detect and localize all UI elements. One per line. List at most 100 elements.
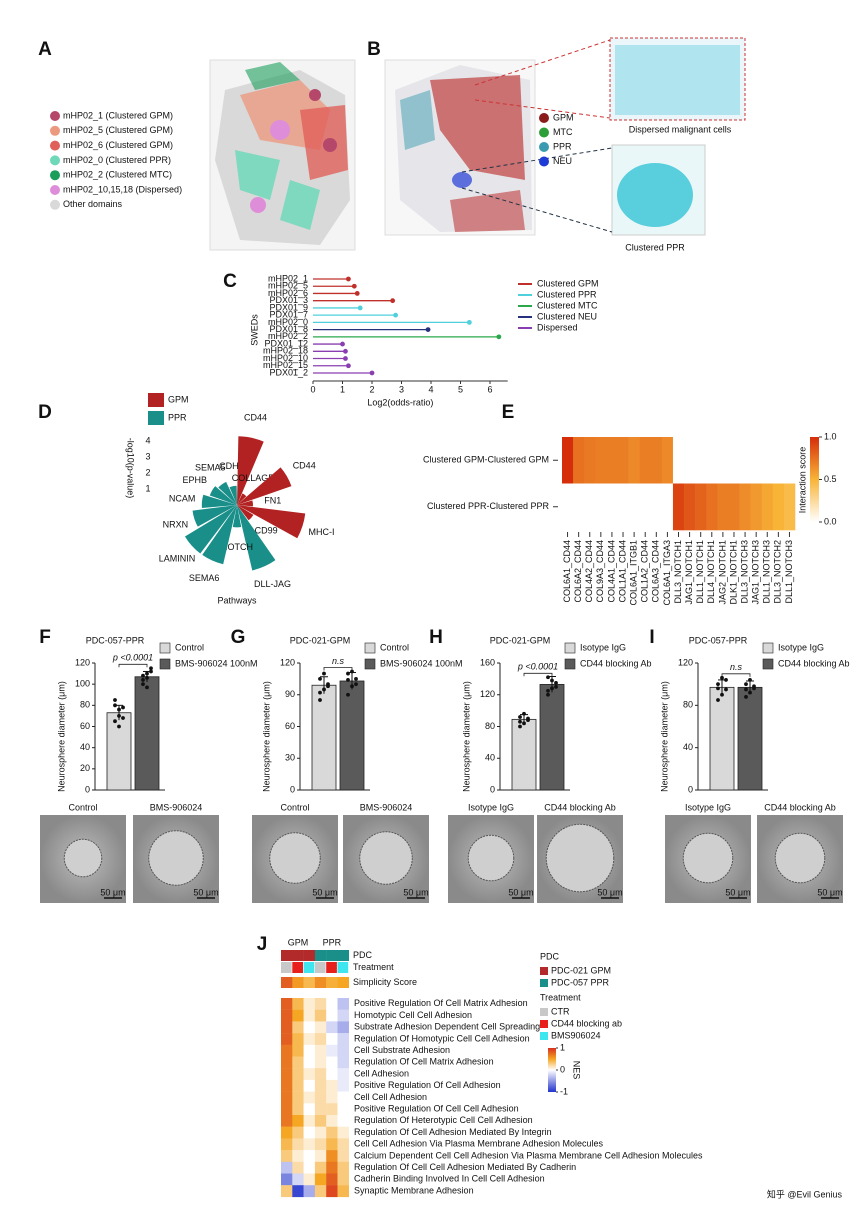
legend-label: CTR [551,1006,570,1016]
heatmap-cell [337,1185,349,1198]
x-tick-label: 0 [310,384,315,394]
heatmap-cell [303,1103,316,1116]
y-tick-label: 4 [145,435,150,445]
lollipop-dot [346,276,351,282]
row-label: Positive Regulation Of Cell Matrix Adhes… [354,998,528,1008]
panel-label: G [231,627,246,648]
heatmap-cell [292,1161,304,1174]
heatmap-cell [314,1056,327,1069]
significance-label: n.s [730,662,743,672]
pathway-label: COLLAGEN [232,473,281,483]
heatmap-cell [337,1115,349,1127]
row-label: Regulation Of Cell Matrix Adhesion [354,1057,494,1067]
x-tick-label: 2 [369,384,374,394]
heatmap-cell [337,1009,349,1022]
legend-label: PDC-057 PPR [551,977,610,987]
heatmap-cell [606,483,618,531]
heatmap-cell [314,998,327,1010]
heatmap-cell [326,1021,338,1034]
data-point [518,724,522,729]
col-label: DLL1_NOTCH1 [695,540,705,604]
data-point [748,690,752,695]
heatmap-cell [314,1033,327,1045]
data-point [318,698,322,702]
heatmap-cell [562,483,574,531]
heatmap-cell [281,1044,293,1057]
treatment-cell [303,962,315,973]
colorbar-tick-label: 0.5 [824,474,837,484]
col-label: DLL1_NOTCH3 [762,540,772,604]
y-axis-label: -log10(p-value) [126,438,136,499]
heatmap-cell [337,1126,349,1139]
col-label: COL4A1_CD44 [606,540,616,603]
legend-swatch [539,127,549,138]
row-label: Calcium Dependent Cell Cell Adhesion Via… [354,1150,703,1160]
heatmap-cell [292,1103,304,1116]
data-point [141,673,145,678]
legend-label: MTC [553,127,573,137]
heatmap-cell [314,1021,327,1034]
col-label: DLL4_NOTCH1 [706,540,716,604]
colorbar-tick-label: 1.0 [824,431,837,441]
panel-label: B [367,39,381,60]
heatmap-cell [739,437,751,484]
heatmap-cell [292,1009,304,1022]
heatmap-cell [314,1079,327,1092]
legend-swatch [762,658,774,670]
bar [311,684,337,791]
neurosphere [63,838,103,878]
image-caption: BMS-906024 [150,802,203,812]
data-point [117,707,121,712]
heatmap-cell [303,1126,316,1139]
heatmap-cell [326,1126,338,1139]
radial-bar [237,505,276,571]
x-tick-label: 4 [428,384,433,394]
row-label: Cadherin Binding Involved In Cell Cell A… [354,1174,545,1184]
legend-swatch [540,1008,548,1016]
col-label: COL6A1_ITGB1 [628,540,638,606]
y-tick-label: 120 [678,657,693,667]
heatmap-cell [303,1173,316,1186]
heatmap-cell [695,437,707,484]
y-tick-label: mHP02_5 [268,281,308,291]
data-point [518,715,522,719]
radial-bar [237,467,292,505]
tissue-map-b [384,37,746,236]
data-point [546,692,550,697]
heatmap-cell [326,1185,338,1198]
lollipop-dot [343,348,348,354]
radial-bar [202,505,237,565]
heatmap-cell [314,1009,327,1022]
legend-label: PPR [168,412,187,422]
lollipop-dot [393,312,398,318]
significance-bracket [523,672,553,677]
bar [339,680,365,791]
heatmap-cell [326,1173,338,1186]
heatmap-cell [292,1126,304,1139]
col-label: COL4A2_CD44 [584,540,594,603]
data-point [518,719,522,724]
heatmap-cell [326,1103,338,1116]
panel-label: H [429,627,443,648]
y-tick-label: 40 [683,742,693,752]
row-label: Regulation Of Heterotypic Cell Cell Adhe… [354,1115,533,1125]
col-label: DLL3_NOTCH3 [739,540,749,604]
col-label: COL6A1_ITGA3 [662,540,672,606]
radial-bar [237,493,247,505]
legend-label: mHP02_2 (Clustered MTC) [63,170,172,180]
heatmap-cell [628,483,640,531]
data-point [141,682,145,687]
row-label: Homotypic Cell Cell Adhesion [354,1010,472,1020]
col-label: DLL3_NOTCH2 [773,540,783,604]
legend-label: Dispersed [537,322,578,332]
heatmap-cell [672,437,685,484]
row-label: Regulation Of Cell Adhesion Mediated By … [354,1127,552,1137]
legend-swatch [540,1032,548,1040]
legend-label: Isotype IgG [778,642,824,652]
data-point [354,682,358,687]
simplicity-cell [337,977,349,988]
col-label: COL6A2_CD44 [573,540,583,603]
heatmap-cell [337,1103,349,1116]
y-tick-label: 0 [688,784,693,794]
data-point [720,692,724,697]
